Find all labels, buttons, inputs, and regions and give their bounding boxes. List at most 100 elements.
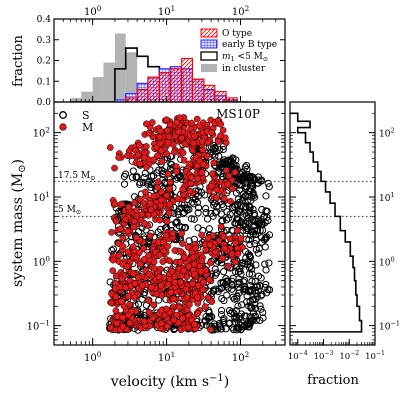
right-x-tick-label: 10−3: [314, 350, 334, 362]
scatter-point-m: [173, 118, 181, 126]
scatter-point-s: [194, 204, 203, 212]
scatter-point-m: [226, 235, 234, 243]
bar-in-cluster: [70, 97, 82, 102]
scatter-point-m: [207, 259, 214, 267]
scatter-point-m: [171, 148, 178, 156]
scatter-point-s: [265, 259, 273, 267]
scatter-point-s: [234, 268, 243, 276]
scatter-point-m: [163, 116, 170, 124]
scatter-point-s: [235, 324, 243, 332]
scatter-point-m: [234, 227, 241, 234]
main-scatter-ticks: 100 101 102 10−1 100 101 102: [27, 112, 285, 364]
scatter-point-s: [205, 309, 213, 317]
scatter-point-s: [249, 173, 257, 181]
scatter-point-m: [217, 223, 225, 230]
scatter-point-m: [159, 258, 167, 265]
scatter-point-m: [141, 188, 149, 196]
scatter-point-m: [119, 242, 126, 250]
scatter-point-s: [219, 318, 227, 327]
scatter-point-s: [245, 174, 254, 182]
scatter-point-m: [158, 320, 165, 328]
scatter-point-s: [213, 203, 221, 211]
bar-o-type: [203, 84, 216, 102]
scatter-point-m: [177, 278, 185, 286]
scatter-point-s: [252, 261, 260, 269]
scatter-point-s: [235, 286, 243, 294]
scatter-point-m: [195, 122, 203, 130]
scatter-point-m: [210, 159, 218, 167]
scatter-point-s: [248, 270, 256, 278]
scatter-point-m: [124, 311, 132, 319]
scatter-point-m: [148, 119, 156, 126]
scatter-point-s: [202, 321, 210, 329]
bar-o-type: [125, 97, 138, 102]
scatter-point-m: [206, 241, 214, 249]
scatter-point-m: [122, 216, 130, 223]
legend-label-o-type: O type: [222, 29, 252, 39]
right-x-tick-label: 10−2: [339, 350, 359, 362]
scatter-point-m: [191, 132, 198, 140]
scatter-point-s: [173, 218, 181, 226]
right-xlabel: fraction: [307, 373, 359, 388]
scatter-point-s: [262, 266, 270, 274]
right-histogram-step: [290, 112, 363, 333]
scatter-point-s: [235, 312, 244, 321]
scatter-point-m: [179, 185, 186, 193]
scatter-point-s: [221, 157, 230, 166]
scatter-point-s: [254, 249, 262, 257]
scatter-point-m: [122, 284, 129, 291]
scatter-point-m: [157, 307, 165, 314]
bar-in-cluster: [92, 77, 104, 102]
legend-swatch-in-cluster: [201, 64, 217, 72]
scatter-point-s: [223, 208, 231, 216]
scatter-point-m: [140, 245, 148, 253]
scatter-point-s: [181, 224, 189, 232]
scatter-point-s: [235, 181, 243, 189]
legend-label-m: M: [82, 121, 93, 134]
bar-in-cluster: [103, 62, 115, 102]
scatter-point-s: [140, 173, 148, 182]
right-x-tick-label: 10−4: [288, 350, 308, 362]
scatter-point-m: [118, 275, 126, 283]
scatter-point-m: [135, 274, 142, 281]
main-x-tick-label: 102: [232, 350, 249, 364]
scatter-point-s: [188, 198, 196, 206]
scatter-point-s: [232, 307, 240, 315]
scatter-point-m: [146, 232, 154, 240]
top-x-tick-label: 100: [84, 4, 102, 18]
scatter-point-m: [185, 301, 193, 308]
scatter-point-m: [189, 280, 196, 288]
scatter-point-m: [178, 134, 186, 142]
scatter-point-m: [109, 267, 117, 275]
scatter-point-m: [213, 194, 220, 202]
scatter-point-s: [205, 225, 213, 233]
scatter-point-m: [155, 251, 163, 259]
scatter-point-s: [232, 162, 240, 170]
scatter-point-m: [118, 200, 125, 208]
scatter-point-s: [236, 198, 244, 206]
scatter-point-s: [245, 302, 253, 310]
scatter-point-s: [264, 179, 272, 187]
scatter-point-s: [217, 310, 226, 319]
scatter-point-m: [166, 200, 173, 208]
scatter-point-m: [158, 147, 165, 154]
scatter-point-m: [194, 299, 202, 307]
scatter-point-m: [109, 256, 117, 264]
scatter-point-m: [198, 169, 206, 176]
scatter-point-m: [201, 303, 209, 310]
scatter-point-m: [150, 265, 158, 272]
scatter-point-m: [198, 257, 206, 265]
ref-line-label-17-5: 17.5 M⊙: [58, 171, 96, 182]
scatter-point-m: [175, 128, 183, 136]
scatter-point-m: [171, 278, 179, 286]
scatter-point-m: [129, 243, 137, 251]
scatter-point-m: [155, 273, 163, 281]
scatter-point-m: [179, 149, 187, 157]
scatter-point-m: [194, 310, 202, 317]
scatter-point-s: [240, 285, 248, 293]
scatter-point-m: [157, 127, 165, 135]
scatter-point-m: [194, 282, 202, 289]
scatter-point-m: [189, 253, 197, 261]
scatter-point-s: [253, 283, 261, 291]
